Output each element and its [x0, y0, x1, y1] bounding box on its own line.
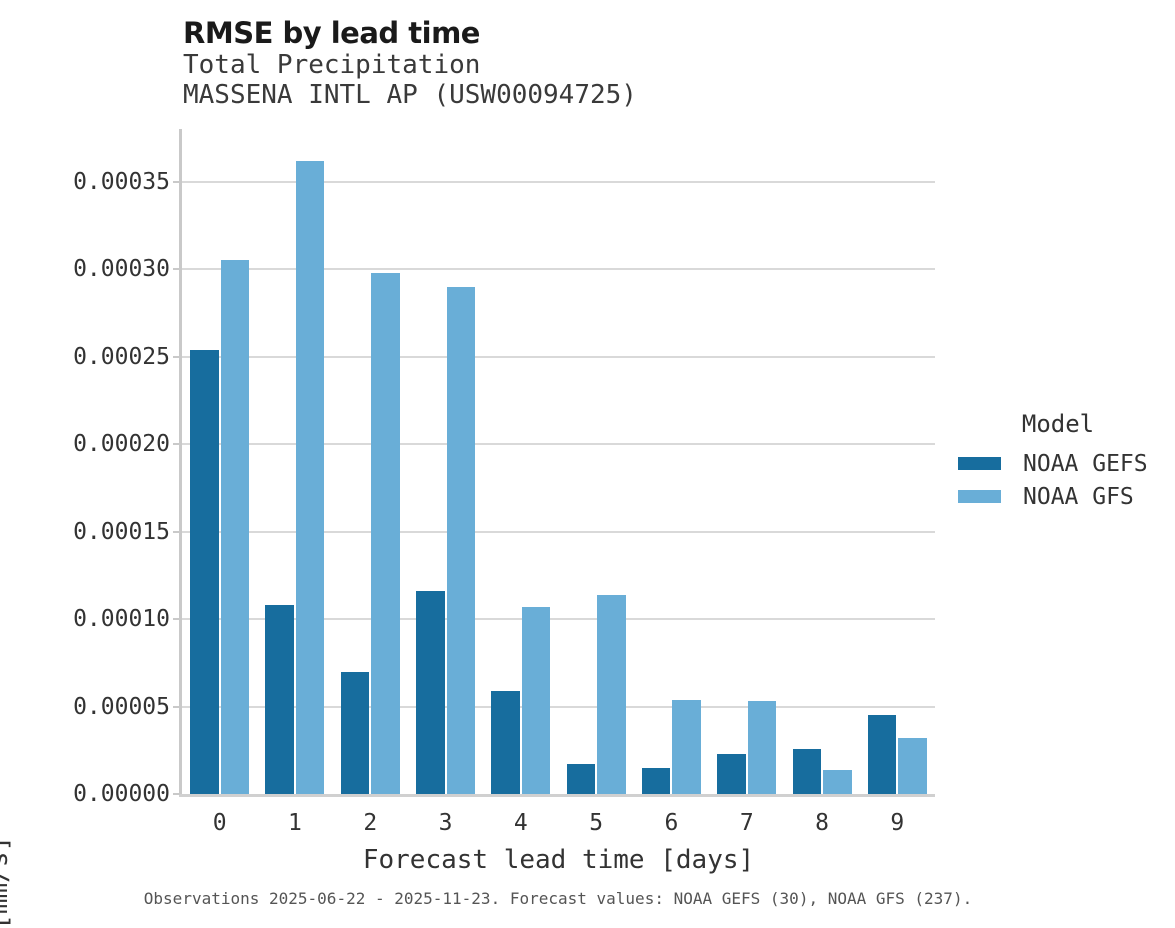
- bar-noaa-gfs-day7: [747, 701, 777, 794]
- x-tick-label: 5: [589, 810, 604, 836]
- x-tick-label: 4: [513, 810, 528, 836]
- x-tick-label: 9: [890, 810, 905, 836]
- x-axis-spine: [179, 794, 935, 797]
- legend: Model NOAA GEFS NOAA GFS: [958, 410, 1168, 513]
- x-tick-label: 8: [815, 810, 829, 836]
- bar-noaa-gefs-day7: [717, 753, 746, 794]
- bar-noaa-gfs-day5: [597, 594, 626, 794]
- bar-noaa-gefs-day1: [265, 605, 294, 794]
- x-tick-label: 7: [739, 810, 754, 836]
- y-tick-mark: [173, 180, 180, 183]
- gridline: [182, 705, 935, 708]
- chart-subtitle-variable: Total Precipitation: [183, 50, 481, 80]
- bar-noaa-gefs-day0: [190, 349, 219, 794]
- y-tick-label: 0.00020: [73, 431, 170, 457]
- y-tick-mark: [173, 530, 180, 533]
- legend-label: NOAA GFS: [1023, 483, 1134, 510]
- bar-noaa-gfs-day4: [521, 606, 551, 794]
- bar-noaa-gefs-day4: [491, 690, 520, 794]
- y-tick-mark: [173, 705, 180, 708]
- legend-item: NOAA GFS: [958, 480, 1168, 513]
- legend-label: NOAA GEFS: [1023, 450, 1148, 477]
- y-tick-mark: [173, 443, 180, 445]
- bar-noaa-gefs-day5: [566, 764, 596, 794]
- bar-noaa-gefs-day2: [340, 671, 370, 794]
- y-tick-label: 0.00005: [73, 693, 170, 720]
- bar-noaa-gfs-day2: [371, 272, 400, 794]
- x-tick-label: 0: [212, 810, 227, 836]
- legend-item: NOAA GEFS: [958, 447, 1168, 480]
- x-axis-label: Forecast lead time [days]: [362, 845, 755, 875]
- bar-noaa-gfs-day1: [295, 160, 325, 794]
- gridline: [182, 443, 935, 445]
- chart-title: RMSE by lead time: [183, 16, 480, 50]
- bar-noaa-gfs-day9: [898, 738, 927, 794]
- legend-swatch-icon: [958, 457, 1001, 470]
- y-axis-spine: [179, 129, 182, 797]
- x-tick-label: 1: [288, 810, 302, 836]
- bar-noaa-gefs-day8: [792, 748, 822, 794]
- gridline: [182, 618, 935, 620]
- y-tick-label: 0.00030: [73, 256, 170, 282]
- x-tick-label: 3: [438, 810, 453, 836]
- y-tick-label: 0.00010: [73, 606, 170, 632]
- bar-noaa-gfs-day0: [220, 260, 250, 794]
- bar-noaa-gfs-day6: [672, 699, 701, 794]
- bar-noaa-gefs-day3: [416, 591, 445, 794]
- bar-noaa-gfs-day3: [446, 286, 476, 794]
- gridline: [182, 268, 935, 270]
- y-tick-mark: [173, 355, 180, 358]
- x-tick-label: 2: [363, 810, 378, 836]
- caption-text: Observations 2025-06-22 - 2025-11-23. Fo…: [143, 889, 973, 908]
- y-axis-label: RMSE [mm/s]: [0, 835, 14, 928]
- y-tick-label: 0.00035: [73, 168, 170, 195]
- gridline: [182, 530, 935, 533]
- x-tick-label: 6: [664, 810, 679, 836]
- y-tick-mark: [173, 793, 180, 795]
- chart-subtitle-station: MASSENA INTL AP (USW00094725): [183, 80, 637, 110]
- gridline: [182, 180, 935, 183]
- legend-title: Model: [1021, 410, 1095, 438]
- y-tick-label: 0.00000: [73, 781, 170, 807]
- y-tick-label: 0.00015: [73, 518, 170, 545]
- bar-noaa-gefs-day6: [641, 767, 671, 794]
- y-tick-label: 0.00025: [73, 343, 170, 370]
- plot-area: [173, 129, 935, 795]
- bar-noaa-gefs-day9: [867, 715, 897, 794]
- legend-swatch-icon: [958, 490, 1001, 503]
- gridline: [182, 355, 935, 358]
- y-tick-mark: [173, 268, 180, 270]
- y-tick-mark: [173, 618, 180, 620]
- bar-noaa-gfs-day8: [823, 769, 852, 794]
